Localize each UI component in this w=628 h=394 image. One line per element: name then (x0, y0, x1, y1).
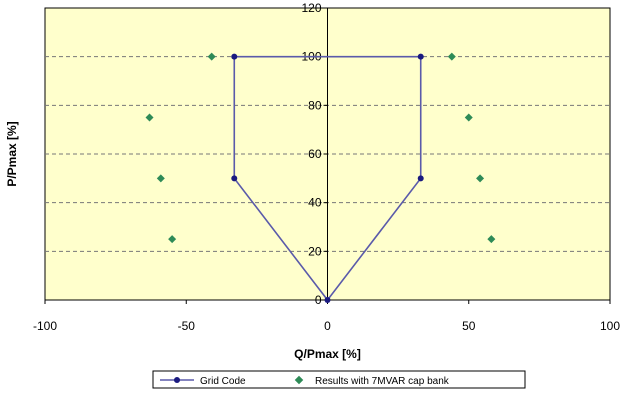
legend: Grid Code Results with 7MVAR cap bank (152, 370, 526, 389)
legend-swatch-cap-bank-marker (294, 375, 304, 385)
grid-code-point-1 (231, 175, 238, 182)
legend-box (152, 370, 526, 389)
x-tick-label-0: 0 (324, 319, 331, 333)
x-tick-label-50: 50 (462, 319, 476, 333)
series-grid-code-line (233, 55, 422, 301)
grid-code-point-3 (417, 53, 424, 60)
cap-bank-point-4 (447, 52, 456, 61)
x-tick-label--100: -100 (33, 319, 57, 333)
cap-bank-point-6 (476, 174, 485, 183)
cap-bank-point-0 (207, 52, 216, 61)
legend-label-grid-code: Grid Code (200, 376, 246, 387)
data-series (145, 52, 496, 303)
cap-bank-point-3 (168, 235, 177, 244)
grid-code-point-2 (231, 53, 238, 60)
y-tick-label-20: 20 (308, 244, 322, 258)
cap-bank-point-7 (487, 235, 496, 244)
x-tick-label-100: 100 (600, 319, 620, 333)
cap-bank-point-1 (145, 113, 154, 122)
y-tick-label-80: 80 (308, 98, 322, 112)
cap-bank-point-2 (156, 174, 165, 183)
y-tick-label-60: 60 (308, 147, 322, 161)
cap-bank-point-5 (464, 113, 473, 122)
y-tick-label-40: 40 (308, 196, 322, 210)
x-tick-label--50: -50 (178, 319, 196, 333)
legend-swatch-grid-code-marker (174, 377, 180, 383)
legend-label-cap-bank: Results with 7MVAR cap bank (315, 376, 450, 387)
x-axis-title: Q/Pmax [%] (294, 347, 361, 361)
y-tick-label-0: 0 (315, 293, 322, 307)
grid-code-point-0 (324, 297, 331, 303)
grid-code-point-4 (417, 175, 424, 182)
y-tick-label-120: 120 (301, 1, 321, 15)
y-axis-title: P/Pmax [%] (5, 121, 19, 186)
